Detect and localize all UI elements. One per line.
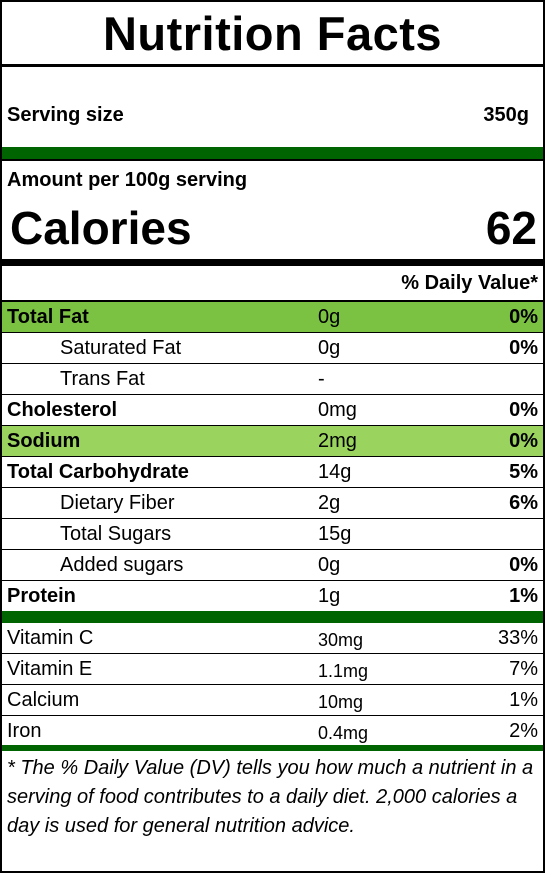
nutrient-amount: 1g bbox=[318, 585, 341, 607]
vitamin-green-bar bbox=[2, 611, 543, 623]
vitamin-amount: 1.1mg bbox=[318, 661, 369, 681]
nutrient-row: Cholesterol 0mg 0% bbox=[2, 395, 543, 426]
dv-divider bbox=[2, 300, 543, 302]
row-divider bbox=[2, 363, 543, 364]
amount-per-row: Amount per 100g serving bbox=[2, 166, 543, 194]
vitamin-amount: 30mg bbox=[318, 630, 364, 650]
calories-value: 62 bbox=[485, 202, 537, 254]
row-divider bbox=[2, 487, 543, 488]
vitamin-name: Vitamin E bbox=[7, 658, 93, 680]
serving-size-row: Serving size 350g bbox=[2, 100, 543, 130]
serving-green-bar bbox=[2, 147, 543, 159]
nutrient-amount: 14g bbox=[318, 461, 352, 483]
vitamin-name: Vitamin C bbox=[7, 627, 94, 649]
nutrient-daily-value: 6% bbox=[509, 492, 538, 514]
vitamin-row: Calcium 10mg 1% bbox=[2, 685, 543, 716]
nutrient-amount: 0g bbox=[318, 554, 341, 576]
calories-divider bbox=[2, 259, 543, 266]
nutrient-daily-value: 0% bbox=[509, 554, 538, 576]
vitamin-daily-value: 33% bbox=[497, 627, 538, 649]
row-divider bbox=[2, 518, 543, 519]
nutrient-name: Total Fat bbox=[7, 306, 89, 328]
nutrient-amount: 2mg bbox=[318, 430, 357, 452]
nutrient-amount: 0g bbox=[318, 306, 341, 328]
row-divider bbox=[2, 456, 543, 457]
vitamin-row: Vitamin E 1.1mg 7% bbox=[2, 654, 543, 685]
nutrient-amount: 0g bbox=[318, 337, 341, 359]
footnote: * The % Daily Value (DV) tells you how m… bbox=[7, 757, 534, 837]
row-divider bbox=[2, 715, 543, 716]
row-divider bbox=[2, 549, 543, 550]
vitamin-daily-value: 7% bbox=[509, 658, 538, 680]
nutrient-row: Added sugars 0g 0% bbox=[2, 550, 543, 581]
footnote-green-bar bbox=[2, 745, 543, 751]
nutrient-amount: 15g bbox=[318, 523, 352, 545]
nutrient-daily-value: 1% bbox=[509, 585, 538, 607]
nutrient-daily-value: 0% bbox=[509, 337, 538, 359]
calories-label: Calories bbox=[10, 202, 192, 254]
nutrient-row: Trans Fat - bbox=[2, 364, 543, 395]
serving-size-label: Serving size bbox=[7, 104, 124, 126]
nutrient-name: Saturated Fat bbox=[60, 337, 182, 359]
nutrient-name: Total Carbohydrate bbox=[7, 461, 189, 483]
row-divider bbox=[2, 394, 543, 395]
nutrient-row: Sodium 2mg 0% bbox=[2, 426, 543, 457]
nutrient-name: Total Sugars bbox=[60, 523, 172, 545]
nutrient-row: Saturated Fat 0g 0% bbox=[2, 333, 543, 364]
daily-value-header: % Daily Value* bbox=[401, 272, 538, 294]
label-title: Nutrition Facts bbox=[102, 7, 443, 60]
nutrient-row: Protein 1g 1% bbox=[2, 581, 543, 612]
row-divider bbox=[2, 580, 543, 581]
nutrient-amount: 0mg bbox=[318, 399, 357, 421]
row-divider bbox=[2, 684, 543, 685]
nutrient-name: Added sugars bbox=[60, 554, 184, 576]
row-divider bbox=[2, 425, 543, 426]
vitamin-amount: 0.4mg bbox=[318, 723, 369, 743]
serving-divider bbox=[2, 159, 543, 161]
nutrient-row: Total Carbohydrate 14g 5% bbox=[2, 457, 543, 488]
nutrient-name: Sodium bbox=[7, 430, 81, 452]
row-divider bbox=[2, 653, 543, 654]
nutrient-row: Total Sugars 15g bbox=[2, 519, 543, 550]
title-divider bbox=[2, 64, 543, 67]
nutrient-name: Cholesterol bbox=[7, 399, 118, 421]
vitamin-row: Vitamin C 30mg 33% bbox=[2, 623, 543, 654]
vitamin-amount: 10mg bbox=[318, 692, 364, 712]
nutrient-daily-value: 0% bbox=[509, 399, 538, 421]
amount-per-label: Amount per 100g serving bbox=[7, 169, 248, 191]
nutrient-row: Total Fat 0g 0% bbox=[2, 302, 543, 333]
nutrient-daily-value: 0% bbox=[509, 430, 538, 452]
nutrient-amount: - bbox=[318, 368, 325, 390]
vitamin-daily-value: 2% bbox=[509, 720, 538, 742]
calories-row: Calories 62 bbox=[2, 198, 543, 258]
nutrient-daily-value: 5% bbox=[509, 461, 538, 483]
vitamin-row: Iron 0.4mg 2% bbox=[2, 716, 543, 747]
vitamin-name: Calcium bbox=[7, 689, 80, 711]
nutrient-daily-value: 0% bbox=[509, 306, 538, 328]
nutrient-name: Trans Fat bbox=[60, 368, 145, 390]
serving-size-value: 350g bbox=[483, 104, 529, 126]
nutrient-name: Protein bbox=[7, 585, 76, 607]
vitamin-name: Iron bbox=[7, 720, 42, 742]
nutrient-name: Dietary Fiber bbox=[60, 492, 175, 514]
vitamin-daily-value: 1% bbox=[509, 689, 538, 711]
nutrient-amount: 2g bbox=[318, 492, 341, 514]
daily-value-header-row: % Daily Value* bbox=[2, 267, 543, 299]
nutrient-row: Dietary Fiber 2g 6% bbox=[2, 488, 543, 519]
row-divider bbox=[2, 332, 543, 333]
